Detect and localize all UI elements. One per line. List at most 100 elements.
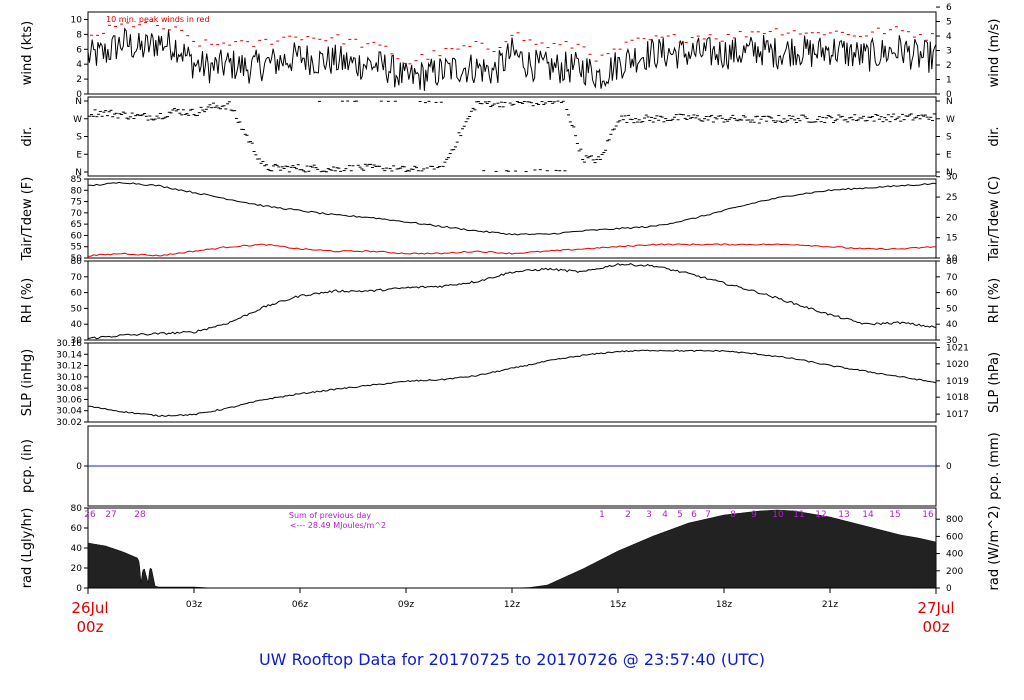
slp-right-label: SLP (hPa) — [987, 352, 1002, 413]
rad-left-tick-label: 60 — [71, 524, 83, 534]
slp-left-tick-label: 30.06 — [56, 395, 82, 405]
wind-left-tick-label: 4 — [76, 60, 82, 70]
rad-right-label: rad (W/m^2) — [987, 506, 1002, 591]
dir-left-tick-label: S — [76, 133, 82, 143]
panel-frame — [87, 260, 937, 341]
x-tick-label: 12z — [504, 600, 520, 610]
end-date-label: 27Jul — [917, 599, 954, 617]
radiation-area — [87, 509, 937, 589]
rad-right-tick-label: 800 — [946, 515, 963, 525]
rad-hour-label: 14 — [862, 510, 874, 520]
slp-left-tick-label: 30.02 — [56, 418, 82, 428]
rad-hour-label: 5 — [677, 510, 683, 520]
rh-right-tick-label: 80 — [946, 257, 958, 267]
x-tick-label: 09z — [398, 600, 414, 610]
rad-hour-label: 4 — [662, 510, 668, 520]
dir-left-label: dir. — [20, 126, 35, 146]
footer-title: UW Rooftop Data for 20170725 to 20170726… — [259, 650, 765, 669]
panel-frame — [87, 342, 937, 423]
pcp-left-tick-label: 0 — [76, 462, 82, 472]
start-date-label: 26Jul — [71, 599, 108, 617]
rad-hour-label: 27 — [105, 510, 116, 520]
temp-left-tick-label: 85 — [71, 175, 82, 185]
rad-hour-label: 10 — [772, 510, 784, 520]
wind-right-label: wind (m/s) — [987, 19, 1002, 88]
wind-left-tick-label: 6 — [76, 45, 82, 55]
rh-left-tick-label: 50 — [71, 304, 83, 314]
wind-right-tick-label: 4 — [946, 32, 952, 42]
rad-hour-label: 12 — [815, 510, 826, 520]
slp-left-tick-label: 30.12 — [56, 362, 82, 372]
rad-left-tick-label: 40 — [71, 544, 83, 554]
rh-left-label: RH (%) — [20, 278, 35, 323]
rad-hour-label: 2 — [625, 510, 631, 520]
rad-hour-label: 9 — [751, 510, 757, 520]
dir-right-tick-label: S — [946, 133, 952, 143]
rad-hour-label: 11 — [793, 510, 804, 520]
air-temp-line — [87, 181, 937, 236]
pcp-right-tick-label: 0 — [946, 462, 952, 472]
temp-left-tick-label: 60 — [71, 231, 83, 241]
dir-right-tick-label: N — [946, 97, 953, 107]
dir-right-tick-label: W — [946, 115, 955, 125]
rh-right-tick-label: 70 — [946, 273, 958, 283]
slp-left-tick-label: 30.14 — [56, 350, 82, 360]
rad-hour-label: 6 — [691, 510, 697, 520]
rh-left-tick-label: 70 — [71, 273, 83, 283]
temp-left-tick-label: 80 — [71, 186, 83, 196]
x-tick-label: 03z — [186, 600, 202, 610]
wind-left-tick-label: 10 — [71, 15, 83, 25]
temp-left-tick-label: 70 — [71, 209, 83, 219]
pcp-right-label: pcp. (mm) — [987, 432, 1002, 499]
temp-left-tick-label: 75 — [71, 198, 82, 208]
temp-right-tick-label: 10 — [946, 254, 958, 264]
rh-left-tick-label: 80 — [71, 257, 83, 267]
rad-hour-label: 28 — [134, 510, 146, 520]
temp-right-tick-label: 30 — [946, 173, 958, 183]
slp-left-tick-label: 30.16 — [56, 339, 82, 349]
slp-line — [87, 349, 937, 417]
wind-right-tick-label: 2 — [946, 61, 952, 71]
dir-right-label: dir. — [987, 126, 1002, 146]
slp-left-label: SLP (inHg) — [20, 349, 35, 417]
pcp-left-label: pcp. (in) — [20, 439, 35, 493]
dir-left-tick-label: E — [76, 150, 82, 160]
rad-right-tick-label: 0 — [946, 584, 952, 594]
rh-right-tick-label: 50 — [946, 304, 958, 314]
x-tick-label: 21z — [822, 600, 838, 610]
rh-right-tick-label: 60 — [946, 289, 958, 299]
dir-right-tick-label: N — [946, 168, 953, 178]
rad-hour-label: 16 — [922, 510, 934, 520]
rad-hour-label: 7 — [705, 510, 711, 520]
wind-left-label: wind (kts) — [20, 21, 35, 85]
slp-right-tick-label: 1019 — [946, 377, 969, 387]
rh-right-label: RH (%) — [987, 278, 1002, 323]
rh-right-tick-label: 40 — [946, 320, 958, 330]
slp-right-tick-label: 1017 — [946, 410, 969, 420]
slp-right-tick-label: 1021 — [946, 344, 969, 354]
temp-right-tick-label: 20 — [946, 213, 958, 223]
rad-left-tick-label: 0 — [76, 584, 82, 594]
wind-annotation: 10 min. peak winds in red — [106, 15, 210, 24]
temp-right-label: Tair/Tdew (C) — [987, 176, 1002, 262]
rh-line — [88, 262, 937, 340]
wind-right-tick-label: 5 — [946, 18, 952, 28]
slp-right-tick-label: 1020 — [946, 360, 969, 370]
wind-left-tick-label: 0 — [76, 90, 82, 100]
wind-right-tick-label: 1 — [946, 76, 952, 86]
temp-left-tick-label: 65 — [71, 220, 82, 230]
dewpoint-line — [87, 243, 937, 257]
wind-right-tick-label: 6 — [946, 3, 952, 13]
time-axis: 03z 06z 09z 12z 15z 18z 21z — [87, 587, 937, 610]
wind-right-tick-label: 3 — [946, 47, 952, 57]
temp-left-label: Tair/Tdew (F) — [20, 177, 35, 262]
dir-left-tick-label: N — [75, 97, 82, 107]
dir-right-tick-label: E — [946, 150, 952, 160]
rh-left-tick-label: 60 — [71, 289, 83, 299]
rad-hour-label: 1 — [599, 510, 605, 520]
dir-left-tick-label: N — [75, 168, 82, 178]
slp-right-tick-label: 1018 — [946, 393, 969, 403]
rad-left-label: rad (Lgly/hr) — [20, 508, 35, 589]
panel-frame — [87, 178, 937, 259]
